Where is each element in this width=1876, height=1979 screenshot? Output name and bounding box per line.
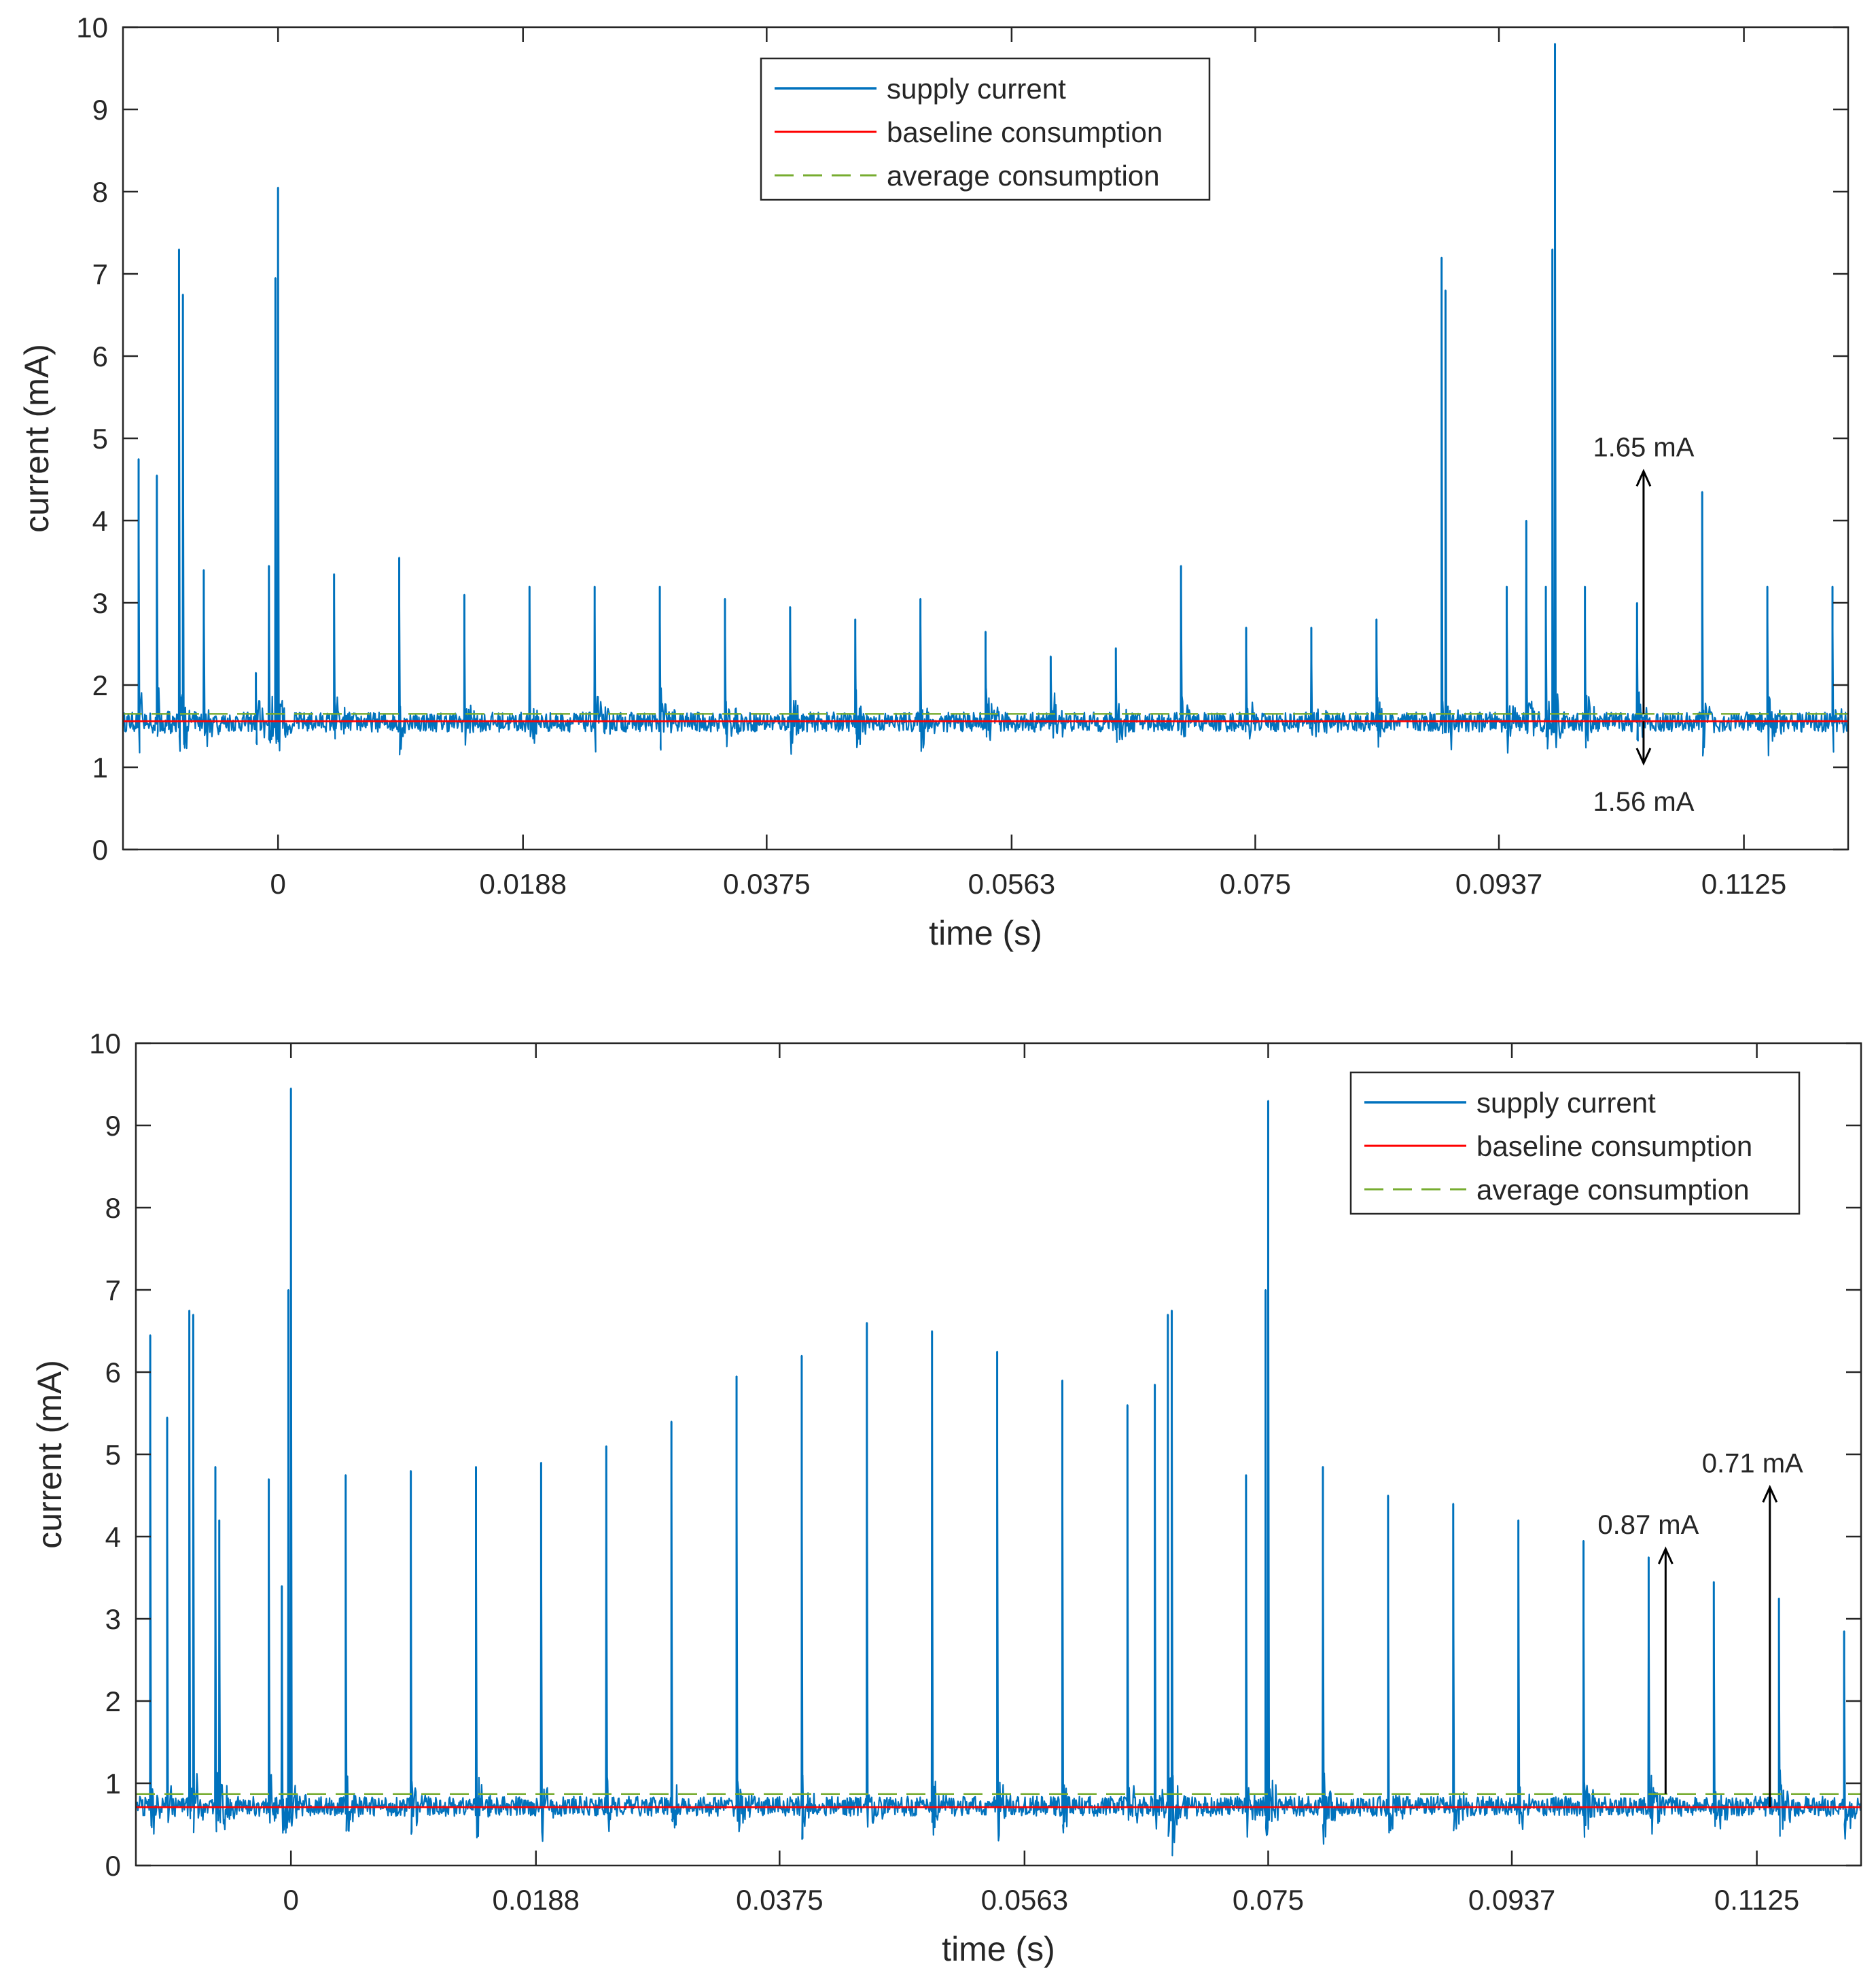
- y-tick-label: 9: [92, 94, 108, 126]
- x-tick-label: 0.075: [1220, 868, 1291, 900]
- x-tick-label: 0.0188: [492, 1884, 579, 1916]
- x-tick-label: 0: [283, 1884, 299, 1916]
- x-tick-label: 0.0937: [1455, 868, 1542, 900]
- legend: supply current baseline consumption averag…: [1349, 1071, 1801, 1215]
- x-tick-label: 0.0563: [968, 868, 1055, 900]
- data-layer: [136, 1087, 1861, 1857]
- annotation-arrowhead-2: [1762, 1484, 1778, 1503]
- y-tick-label: 4: [105, 1521, 121, 1553]
- y-tick-label: 6: [105, 1356, 121, 1388]
- legend-label-3: average consumption: [1476, 1174, 1750, 1206]
- x-tick-label: 0.0375: [736, 1884, 823, 1916]
- legend-label-3: average consumption: [887, 160, 1160, 192]
- legend-label-1: supply current: [887, 73, 1066, 105]
- x-tick-label: 0.0563: [981, 1884, 1068, 1916]
- annotation-label-2: 0.71 mA: [1702, 1448, 1803, 1478]
- annotation-arrowhead-2: [1635, 748, 1652, 766]
- y-tick-label: 4: [92, 505, 108, 537]
- x-tick-label: 0.0188: [479, 868, 566, 900]
- legend-label-2: baseline consumption: [887, 116, 1163, 148]
- x-axis-label: time (s): [942, 1930, 1055, 1968]
- annotation-label-1: 1.65 mA: [1593, 432, 1694, 462]
- y-tick-label: 5: [105, 1439, 121, 1471]
- x-tick-label: 0.1125: [1701, 868, 1786, 900]
- x-tick-label: 0.0375: [723, 868, 810, 900]
- y-tick-label: 8: [92, 176, 108, 208]
- y-tick-label: 10: [76, 12, 108, 43]
- annotation-arrowhead-1: [1635, 468, 1652, 487]
- legend-label-2: baseline consumption: [1476, 1130, 1752, 1162]
- y-tick-label: 1: [92, 752, 108, 784]
- y-tick-label: 10: [89, 1028, 121, 1059]
- x-tick-label: 0.0937: [1468, 1884, 1555, 1916]
- annotation-arrowhead-1: [1657, 1546, 1674, 1564]
- y-tick-label: 8: [105, 1192, 121, 1224]
- y-axis-label: current (mA): [31, 1360, 69, 1549]
- annotation-label-2: 1.56 mA: [1593, 787, 1694, 817]
- legend: supply current baseline consumption averag…: [760, 57, 1211, 201]
- y-tick-label: 3: [105, 1603, 121, 1635]
- x-axis-label: time (s): [929, 914, 1042, 952]
- chart-panel-1: 1.65 mA 1.56 mA 0 1 2 3 4 5 6 7 8 9 10 0 0.0188 0.0375 0…: [18, 12, 1850, 952]
- y-tick-label: 1: [105, 1768, 121, 1800]
- y-tick-label: 0: [105, 1850, 121, 1882]
- y-tick-label: 3: [92, 587, 108, 619]
- y-tick-label: 7: [92, 258, 108, 290]
- y-axis-label: current (mA): [18, 344, 56, 533]
- x-tick-label: 0: [270, 868, 286, 900]
- y-tick-label: 2: [92, 669, 108, 701]
- y-tick-label: 2: [105, 1685, 121, 1717]
- y-tick-label: 7: [105, 1274, 121, 1306]
- x-tick-label: 0.1125: [1714, 1884, 1799, 1916]
- chart-panel-2: 0.87 mA 0.71 mA 0 1 2 3 4 5 6 7 8 9 10 0 0.0188 0.0375 0…: [31, 1028, 1862, 1968]
- y-tick-label: 6: [92, 340, 108, 372]
- y-tick-label: 9: [105, 1110, 121, 1142]
- data-layer: [123, 43, 1848, 757]
- x-tick-label: 0.075: [1233, 1884, 1304, 1916]
- y-tick-label: 0: [92, 834, 108, 866]
- legend-label-1: supply current: [1476, 1087, 1656, 1119]
- y-tick-label: 5: [92, 423, 108, 455]
- annotation-label-1: 0.87 mA: [1597, 1510, 1699, 1540]
